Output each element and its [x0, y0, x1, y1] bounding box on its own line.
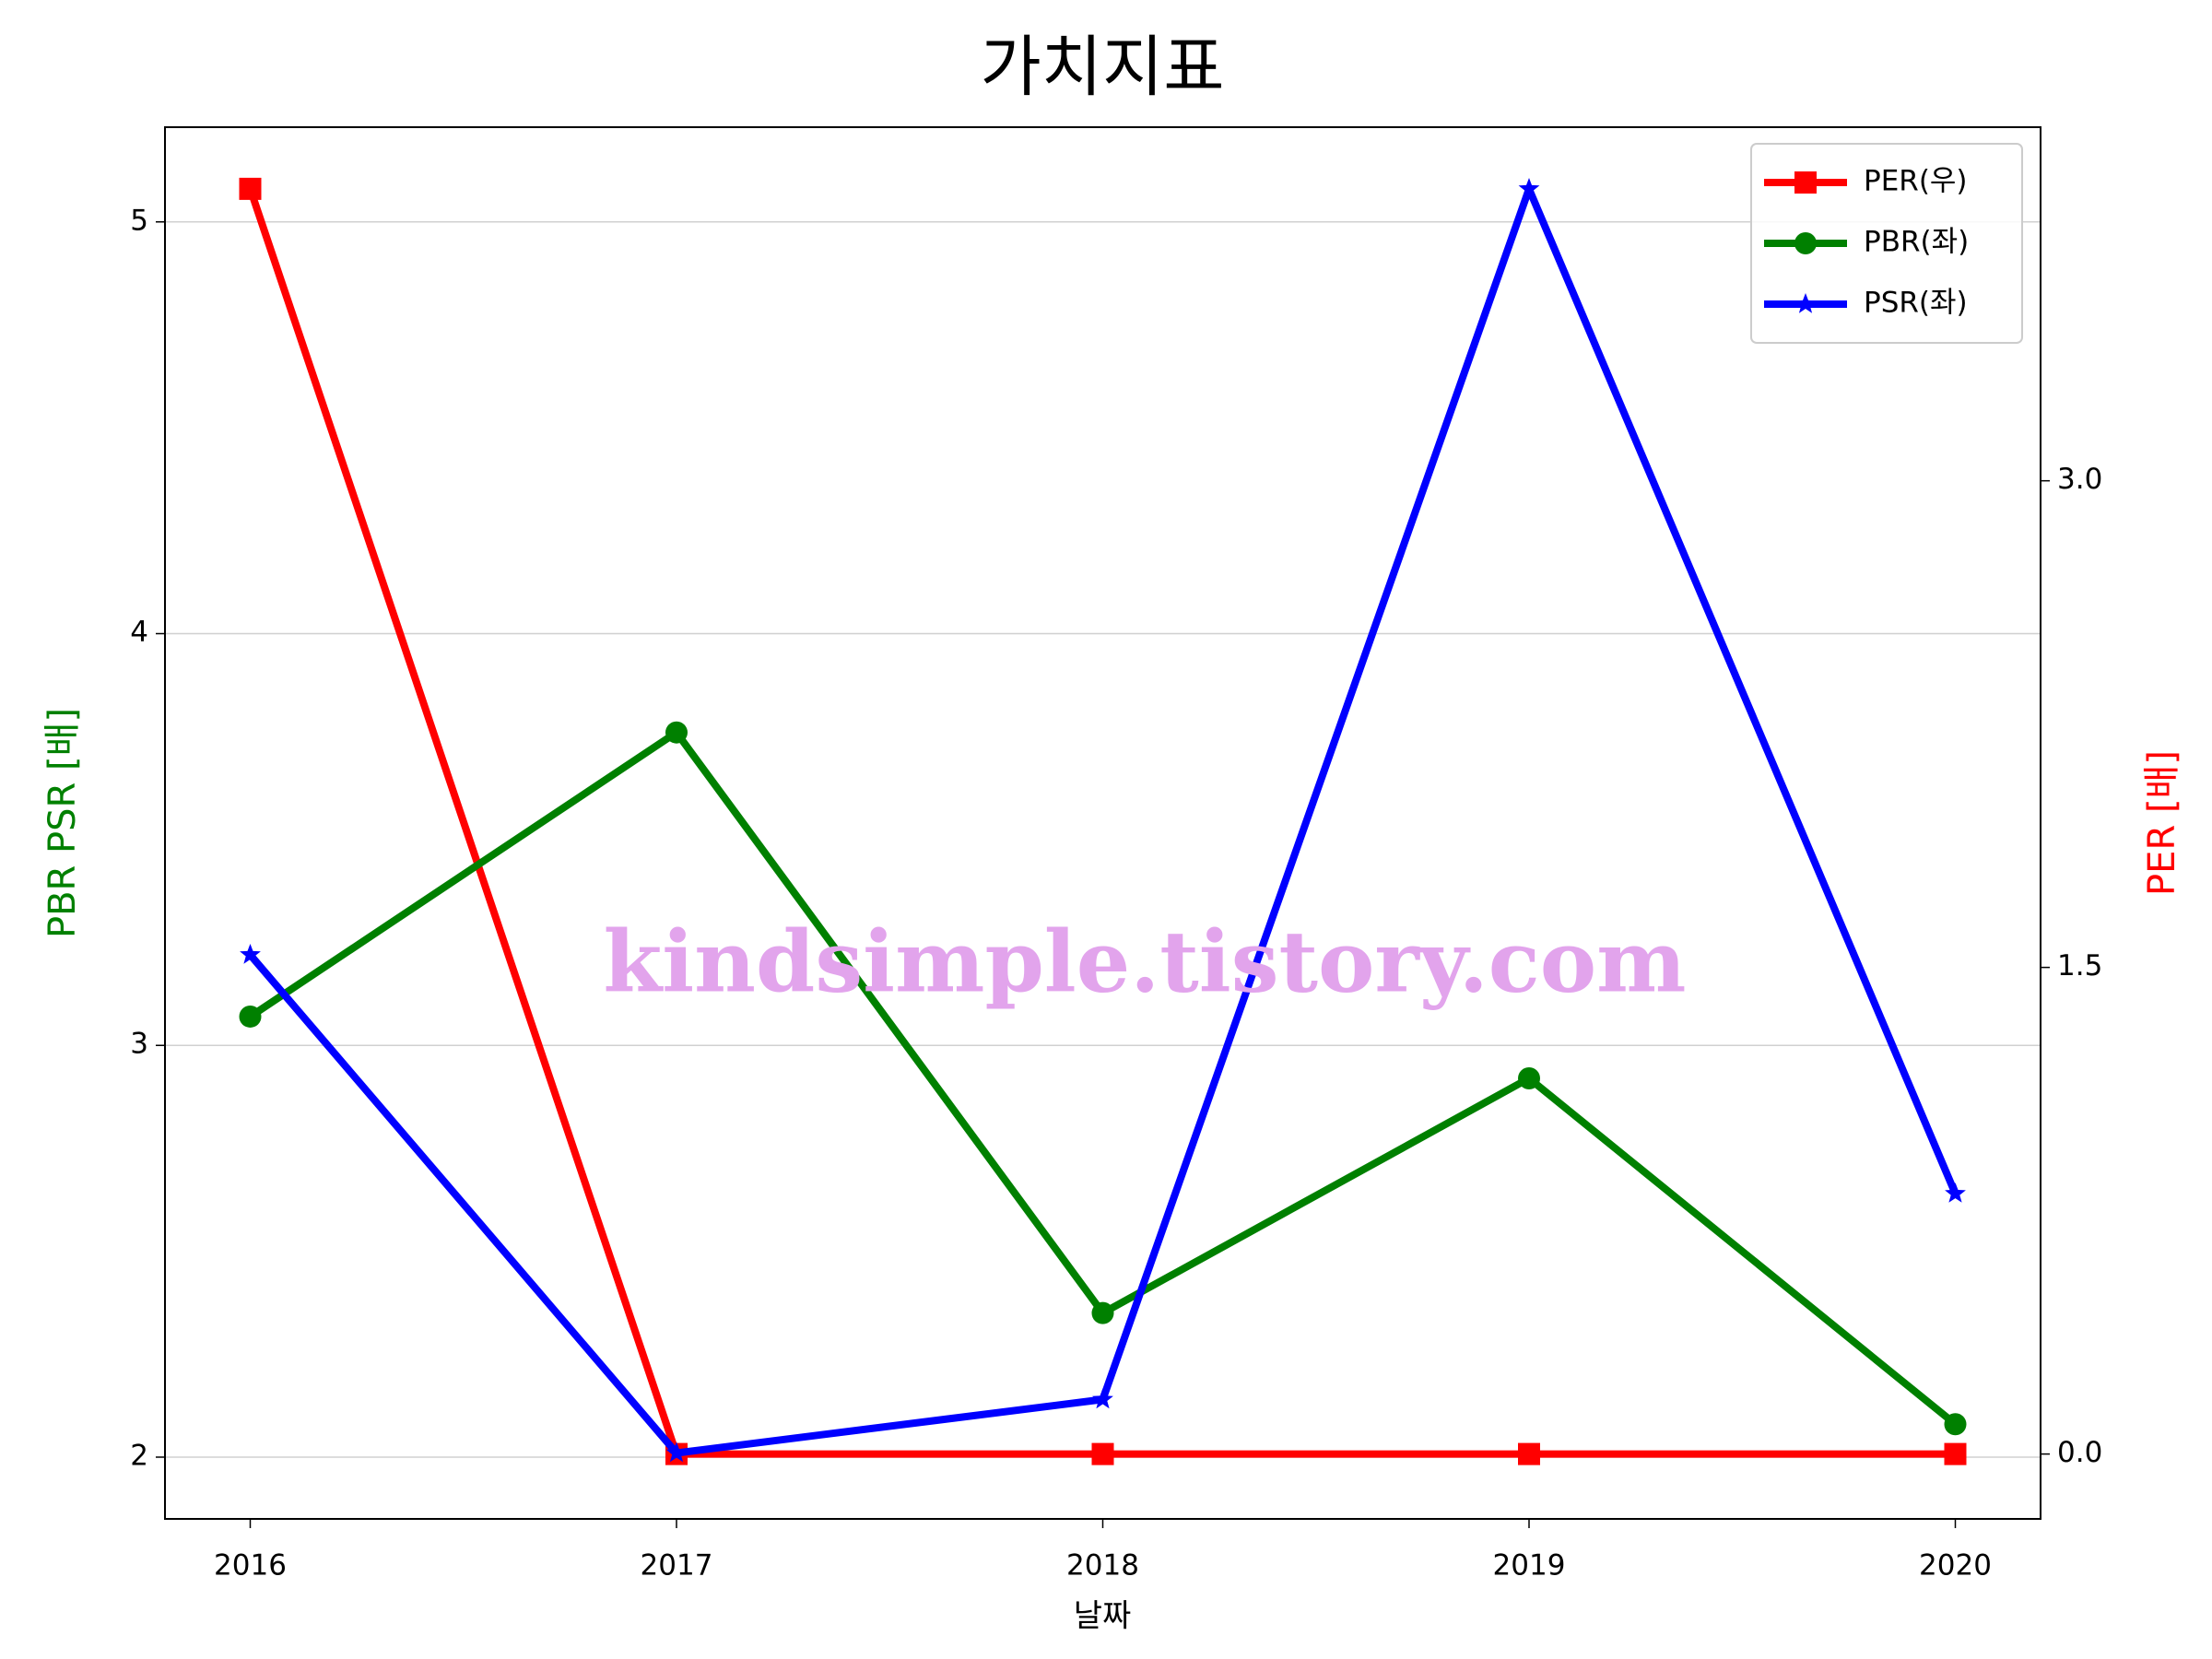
chart-title: 가치지표: [981, 29, 1225, 106]
x-tick-label: 2017: [641, 1549, 713, 1583]
x-tick-label: 2019: [1493, 1549, 1566, 1583]
marker: [1945, 1182, 1966, 1203]
legend-label: PSR(좌): [1864, 287, 1968, 320]
legend-label: PER(우): [1864, 165, 1968, 198]
marker: [1518, 178, 1540, 198]
x-axis-label: 날짜: [1074, 1598, 1132, 1635]
x-tick-label: 2020: [1919, 1549, 1992, 1583]
y-tick-label: 3: [130, 1028, 148, 1061]
y-axis-label: PBR PSR [배]: [41, 708, 84, 938]
x-tick-label: 2016: [214, 1549, 287, 1583]
marker: [239, 1005, 262, 1028]
marker: [665, 1441, 688, 1463]
y2-axis-label: PER [배]: [2141, 750, 2183, 896]
y-tick-label: 2: [130, 1439, 148, 1472]
legend-marker: [1794, 232, 1817, 254]
legend-marker: [1794, 293, 1817, 313]
legend-marker: [1794, 171, 1817, 194]
y2-tick-label: 1.5: [2057, 949, 2102, 982]
y2-tick-label: 0.0: [2057, 1436, 2102, 1469]
y-tick-label: 4: [130, 616, 148, 649]
marker: [1091, 1301, 1114, 1324]
marker: [1944, 1442, 1967, 1465]
marker: [240, 944, 261, 964]
marker: [1092, 1388, 1113, 1409]
y-tick-label: 5: [130, 204, 148, 237]
legend: PER(우) PBR(좌) PSR(좌): [1750, 143, 2023, 344]
marker: [1518, 1442, 1540, 1465]
marker: [665, 721, 688, 744]
marker: [1091, 1442, 1114, 1465]
watermark: kindsimple.tistory.com: [603, 912, 1686, 1012]
legend-label: PBR(좌): [1864, 226, 1969, 259]
marker: [239, 177, 262, 200]
y2-tick-label: 3.0: [2057, 463, 2102, 496]
x-tick-label: 2018: [1066, 1549, 1139, 1583]
marker: [1944, 1413, 1967, 1436]
legend-box: [1750, 143, 2023, 344]
plot-frame: [164, 126, 2041, 1520]
marker: [1518, 1066, 1540, 1089]
